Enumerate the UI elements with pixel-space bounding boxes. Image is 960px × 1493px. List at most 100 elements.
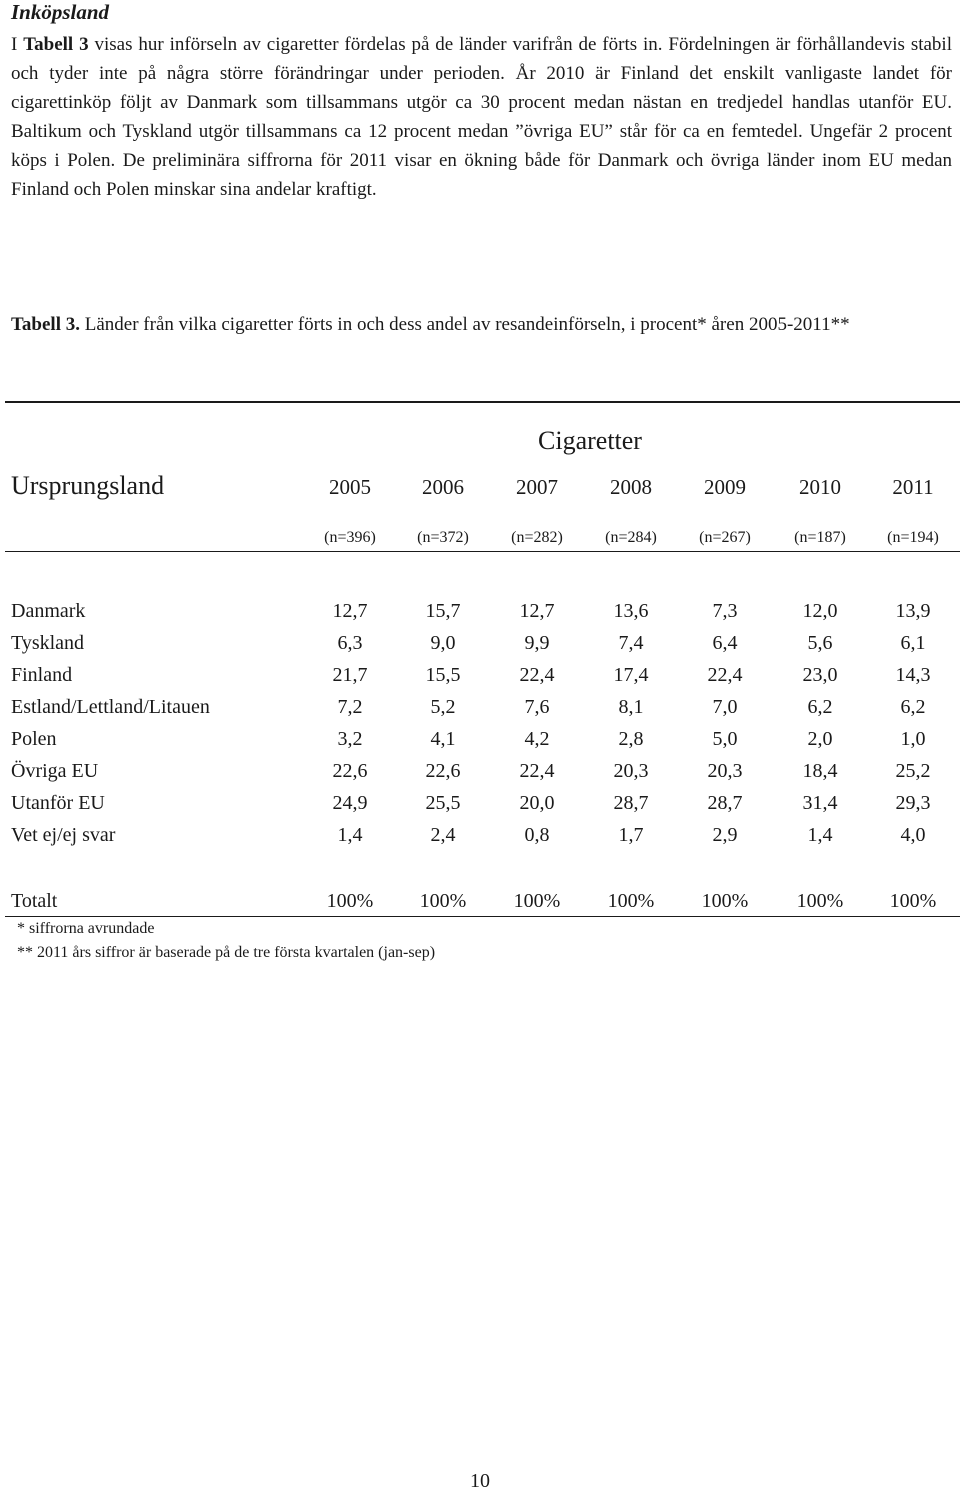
- total-cell: 100%: [701, 890, 749, 912]
- table-cell: 4,0: [900, 824, 926, 846]
- table-cell: 1,4: [807, 824, 833, 846]
- table-cell: 6,1: [900, 632, 926, 654]
- table-cell: 12,7: [332, 600, 368, 622]
- table-cell: 7,2: [337, 696, 363, 718]
- year-header-cell: 2006: [422, 475, 464, 499]
- table-cell: 21,7: [332, 664, 368, 686]
- table-row: Finland 21,7 15,5 22,4 17,4 22,4 23,0 14,3: [0, 664, 960, 696]
- table-cell: 12,0: [802, 600, 838, 622]
- table-cell: 24,9: [332, 792, 368, 814]
- table-caption: Tabell 3. Länder från vilka cigaretter f…: [11, 311, 941, 339]
- table-cell: 2,9: [712, 824, 738, 846]
- total-cell: 100%: [419, 890, 467, 912]
- table-cell: 20,3: [613, 760, 649, 782]
- table-row: Övriga EU 22,6 22,6 22,4 20,3 20,3 18,4 25,2: [0, 760, 960, 792]
- row-label: Polen: [11, 728, 57, 750]
- table-cell: 6,2: [900, 696, 926, 718]
- row-label: Estland/Lettland/Litauen: [11, 696, 210, 718]
- table-cell: 5,6: [807, 632, 833, 654]
- table-cell: 31,4: [802, 792, 838, 814]
- row-label: Övriga EU: [11, 760, 99, 782]
- table-cell: 2,4: [430, 824, 456, 846]
- row-label: Finland: [11, 664, 73, 686]
- table-cell: 7,3: [712, 600, 738, 622]
- table-cell: 0,8: [524, 824, 550, 846]
- table-cell: 28,7: [613, 792, 649, 814]
- year-header-cell: 2008: [610, 475, 652, 499]
- footnote: ** 2011 års siffror är baserade på de tr…: [17, 944, 436, 961]
- table-group-header: Cigaretter: [538, 426, 642, 455]
- table-year-header-row: 2005 2006 2007 2008 2009 2010 2011: [0, 475, 960, 507]
- table-cell: 20,3: [707, 760, 743, 782]
- table-cell: 29,3: [895, 792, 931, 814]
- table-cell: 6,3: [337, 632, 363, 654]
- table-cell: 1,0: [900, 728, 926, 750]
- table-row: Utanför EU 24,9 25,5 20,0 28,7 28,7 31,4 29,3: [0, 792, 960, 824]
- table-sample-size-row: (n=396) (n=372) (n=282) (n=284) (n=267) (n=18…: [0, 529, 960, 561]
- table-cell: 12,7: [519, 600, 555, 622]
- row-label: Tyskland: [11, 632, 85, 654]
- table-row: Danmark 12,7 15,7 12,7 13,6 7,3 12,0 13,9: [0, 600, 960, 632]
- table-cell: 14,3: [895, 664, 931, 686]
- table-reference: Tabell 3: [23, 34, 89, 55]
- page-number: 10: [470, 1470, 490, 1492]
- year-header-cell: 2009: [704, 475, 746, 499]
- section-heading: Inköpsland: [11, 0, 110, 24]
- table-cell: 25,2: [895, 760, 931, 782]
- table-row: Tyskland 6,3 9,0 9,9 7,4 6,4 5,6 6,1: [0, 632, 960, 664]
- sample-size-cell: (n=372): [417, 529, 469, 546]
- sample-size-cell: (n=187): [794, 529, 846, 546]
- total-cell: 100%: [326, 890, 374, 912]
- year-header-cell: 2010: [799, 475, 841, 499]
- footnote: * siffrorna avrundade: [17, 920, 155, 937]
- sample-size-cell: (n=284): [605, 529, 657, 546]
- table-cell: 6,2: [807, 696, 833, 718]
- table-cell: 22,4: [707, 664, 743, 686]
- table-row: Estland/Lettland/Litauen 7,2 5,2 7,6 8,1 7,0 6…: [0, 696, 960, 728]
- table-cell: 4,1: [430, 728, 456, 750]
- sample-size-cell: (n=267): [699, 529, 751, 546]
- table-header-rule: [5, 551, 960, 552]
- table-cell: 22,4: [519, 664, 555, 686]
- table-cell: 25,5: [425, 792, 461, 814]
- table-cell: 18,4: [802, 760, 838, 782]
- table-cell: 22,6: [425, 760, 461, 782]
- table-total-rule: [5, 916, 960, 917]
- intro-paragraph: I Tabell 3 visas hur införseln av cigare…: [11, 30, 952, 204]
- year-header-cell: 2011: [892, 475, 934, 499]
- table-cell: 22,4: [519, 760, 555, 782]
- table-cell: 6,4: [712, 632, 738, 654]
- table-cell: 7,4: [618, 632, 644, 654]
- table-cell: 28,7: [707, 792, 743, 814]
- sample-size-cell: (n=194): [887, 529, 939, 546]
- table-cell: 8,1: [618, 696, 644, 718]
- row-label: Vet ej/ej svar: [11, 824, 116, 846]
- table-label-header: Ursprungsland: [11, 471, 165, 500]
- year-header-cell: 2005: [329, 475, 371, 499]
- table-cell: 5,0: [712, 728, 738, 750]
- total-cell: 100%: [513, 890, 561, 912]
- table-cell: 4,2: [524, 728, 550, 750]
- paragraph-text: visas hur införseln av cigaretter fördel…: [11, 34, 952, 200]
- table-cell: 20,0: [519, 792, 555, 814]
- table-cell: 23,0: [802, 664, 838, 686]
- table-caption-label: Tabell 3.: [11, 314, 80, 335]
- total-cell: 100%: [889, 890, 937, 912]
- table-cell: 3,2: [337, 728, 363, 750]
- table-top-rule: [5, 401, 960, 403]
- paragraph-lead: I: [11, 34, 24, 55]
- row-label: Utanför EU: [11, 792, 105, 814]
- table-cell: 15,5: [425, 664, 461, 686]
- total-row: Totalt 100% 100% 100% 100% 100% 100% 100%: [0, 890, 960, 922]
- table-caption-text: Länder från vilka cigaretter förts in oc…: [80, 314, 850, 335]
- table-cell: 2,0: [807, 728, 833, 750]
- table-cell: 2,8: [618, 728, 644, 750]
- table-cell: 15,7: [425, 600, 461, 622]
- table-cell: 13,9: [895, 600, 931, 622]
- table-cell: 1,7: [618, 824, 644, 846]
- table-cell: 9,0: [430, 632, 456, 654]
- table-cell: 7,0: [712, 696, 738, 718]
- sample-size-cell: (n=282): [511, 529, 563, 546]
- row-label: Danmark: [11, 600, 86, 622]
- sample-size-cell: (n=396): [324, 529, 376, 546]
